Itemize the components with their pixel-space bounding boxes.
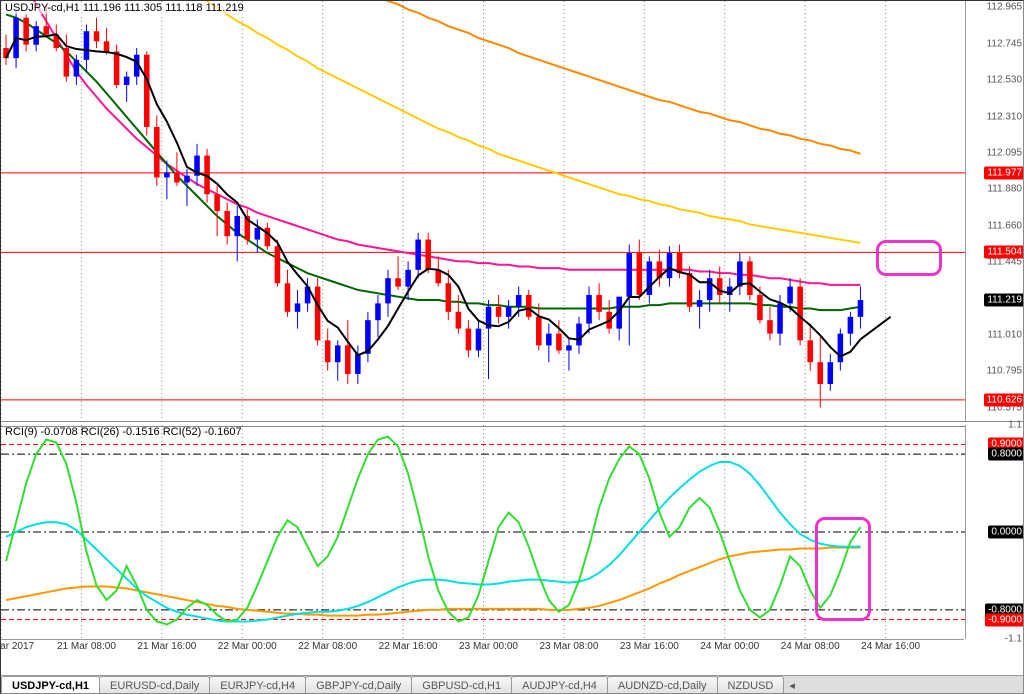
highlight-rect <box>815 517 871 620</box>
highlight-rect <box>876 240 942 276</box>
time-tick: 23 Mar 16:00 <box>620 641 679 652</box>
chart-tab[interactable]: EURUSD-cd,Daily <box>99 676 210 694</box>
price-level-tag: 111.977 <box>984 166 1024 179</box>
time-tick: 21 Mar 2017 <box>0 641 34 652</box>
time-tick: 21 Mar 08:00 <box>57 641 116 652</box>
chart-tab[interactable]: AUDNZD-cd,Daily <box>607 676 718 694</box>
price-tick: 112.310 <box>987 111 1022 122</box>
indicator-header: RCI(9) -0.0708 RCI(26) -0.1516 RCI(52) -… <box>5 426 242 438</box>
price-tick: 112.530 <box>987 74 1022 85</box>
chart-window: 112.965 112.745 112.530 112.310 112.095 111.8… <box>0 0 1024 694</box>
price-level-tag: 111.504 <box>984 246 1024 259</box>
price-tick: 111.010 <box>987 330 1022 341</box>
indicator-tick: 1.1 <box>1008 420 1022 431</box>
price-level-tag: 111.219 <box>984 294 1024 307</box>
indicator-panel[interactable]: 1.1-1.10.90000.80000.0000-0.8000-0.9000R… <box>1 425 1024 639</box>
time-tick: 22 Mar 08:00 <box>298 641 357 652</box>
chart-tab[interactable]: NZDUSD <box>717 676 785 694</box>
indicator-level-tag: 0.0000 <box>988 526 1024 539</box>
price-level-tag: 110.626 <box>984 393 1024 406</box>
price-tick: 111.880 <box>987 184 1022 195</box>
time-tick: 24 Mar 08:00 <box>781 641 840 652</box>
price-tick: 112.095 <box>987 148 1022 159</box>
time-tick: 22 Mar 00:00 <box>218 641 277 652</box>
indicator-level-tag: -0.9000 <box>985 613 1024 626</box>
time-tick: 24 Mar 16:00 <box>861 641 920 652</box>
chart-tab[interactable]: AUDJPY-cd,H4 <box>511 676 608 694</box>
indicator-axis: 1.1-1.10.90000.80000.0000-0.8000-0.9000 <box>965 425 1024 639</box>
tab-scroll-left-icon[interactable]: ◂ <box>783 676 801 694</box>
chart-tab[interactable]: USDJPY-cd,H1 <box>1 676 100 694</box>
time-tick: 23 Mar 00:00 <box>459 641 518 652</box>
price-tick: 110.795 <box>987 366 1022 377</box>
chart-tab[interactable]: EURJPY-cd,H4 <box>209 676 306 694</box>
main-price-panel[interactable]: 112.965 112.745 112.530 112.310 112.095 111.8… <box>1 1 1024 421</box>
time-tick: 21 Mar 16:00 <box>137 641 196 652</box>
price-tick: 112.965 <box>987 1 1022 12</box>
chart-header: USDJPY-cd,H1 111.196 111.305 111.118 111… <box>5 2 244 14</box>
price-axis: 112.965 112.745 112.530 112.310 112.095 111.8… <box>965 1 1024 421</box>
price-tick: 112.745 <box>987 38 1022 49</box>
chart-tab[interactable]: GBPUSD-cd,H1 <box>411 676 512 694</box>
tab-bar: USDJPY-cd,H1EURUSD-cd,DailyEURJPY-cd,H4G… <box>1 675 1023 694</box>
time-axis: 21 Mar 2017 21 Mar 08:00 21 Mar 16:00 22 Ma… <box>1 639 964 656</box>
indicator-level-tag: 0.8000 <box>988 448 1024 461</box>
indicator-tick: -1.1 <box>1005 634 1022 645</box>
price-tick: 111.660 <box>987 221 1022 232</box>
time-tick: 24 Mar 00:00 <box>700 641 759 652</box>
time-tick: 23 Mar 08:00 <box>539 641 598 652</box>
time-tick: 22 Mar 16:00 <box>379 641 438 652</box>
chart-tab[interactable]: GBPJPY-cd,Daily <box>305 676 412 694</box>
